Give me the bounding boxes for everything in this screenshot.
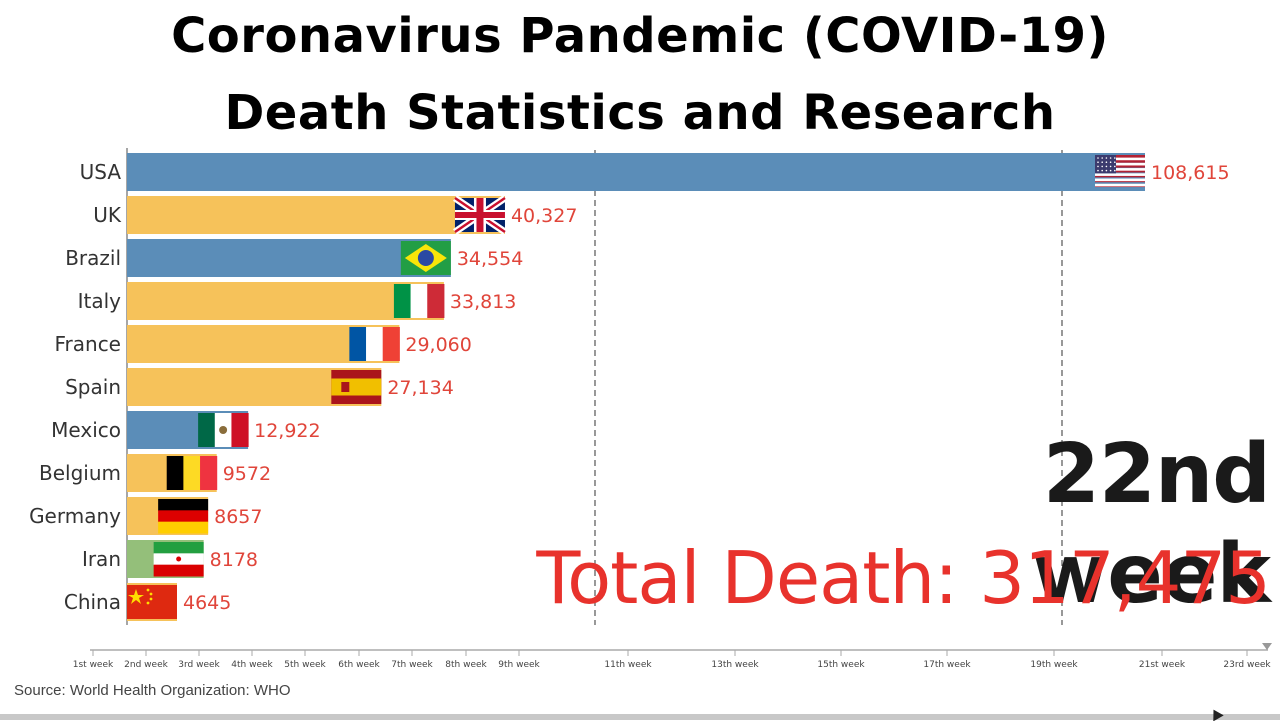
x-tick-label: 2nd week	[124, 660, 168, 670]
x-tick-label: 3rd week	[178, 660, 220, 670]
value-label: 29,060	[405, 334, 471, 356]
bar	[127, 153, 1145, 191]
bar	[127, 239, 451, 277]
iran-flag-icon	[153, 542, 204, 577]
x-tick-label: 9th week	[498, 660, 540, 670]
x-tick-label: 19th week	[1030, 660, 1078, 670]
usa-flag-icon	[1095, 155, 1145, 188]
germany-flag-icon	[158, 499, 209, 534]
source-note: Source: World Health Organization: WHO	[14, 682, 291, 699]
china-flag-icon	[127, 585, 177, 619]
bottom-divider	[0, 714, 1280, 720]
category-label: Germany	[29, 504, 121, 528]
x-tick-label: 11th week	[604, 660, 652, 670]
x-tick-label: 8th week	[445, 660, 487, 670]
x-tick-label: 5th week	[284, 660, 326, 670]
bar	[127, 282, 444, 320]
france-flag-icon	[349, 327, 400, 361]
category-label: Spain	[65, 375, 121, 399]
spain-flag-icon	[331, 370, 382, 404]
uk-flag-icon	[452, 195, 507, 235]
x-tick-label: 7th week	[391, 660, 433, 670]
value-label: 4645	[183, 592, 231, 614]
category-label: France	[54, 332, 121, 356]
value-label: 8657	[214, 506, 262, 528]
category-label: Brazil	[65, 246, 121, 270]
x-tick-label: 23rd week	[1223, 660, 1271, 670]
belgium-flag-icon	[166, 456, 218, 490]
category-label: China	[64, 590, 121, 614]
current-week-label: 22nd week	[1032, 427, 1271, 622]
value-label: 33,813	[450, 291, 516, 313]
brazil-flag-icon	[400, 241, 451, 275]
x-tick-label: 4th week	[231, 660, 273, 670]
mexico-flag-icon	[198, 413, 249, 447]
x-tick-label: 15th week	[817, 660, 865, 670]
value-label: 12,922	[254, 420, 320, 442]
italy-flag-icon	[393, 284, 445, 318]
x-tick-label: 13th week	[711, 660, 759, 670]
category-label: Italy	[78, 289, 122, 313]
x-tick-label: 17th week	[923, 660, 971, 670]
bar	[127, 196, 505, 234]
category-label: Belgium	[39, 461, 121, 485]
category-label: UK	[93, 203, 122, 227]
chart-title-line2: Death Statistics and Research	[224, 85, 1056, 141]
value-label: 9572	[223, 463, 271, 485]
x-tick-label: 1st week	[73, 660, 114, 670]
value-label: 8178	[210, 549, 258, 571]
value-label: 27,134	[387, 377, 453, 399]
x-tick-label: 21st week	[1139, 660, 1186, 670]
value-label: 40,327	[511, 205, 577, 227]
value-label: 34,554	[457, 248, 523, 270]
value-label: 108,615	[1151, 162, 1230, 184]
chart-title-line1: Coronavirus Pandemic (COVID-19)	[171, 8, 1109, 64]
total-death-label: Total Death: 317,475	[536, 536, 1271, 620]
category-label: Iran	[82, 547, 121, 571]
category-label: USA	[80, 160, 122, 184]
category-label: Mexico	[51, 418, 121, 442]
x-tick-label: 6th week	[338, 660, 380, 670]
axis-end-marker	[1262, 643, 1272, 650]
